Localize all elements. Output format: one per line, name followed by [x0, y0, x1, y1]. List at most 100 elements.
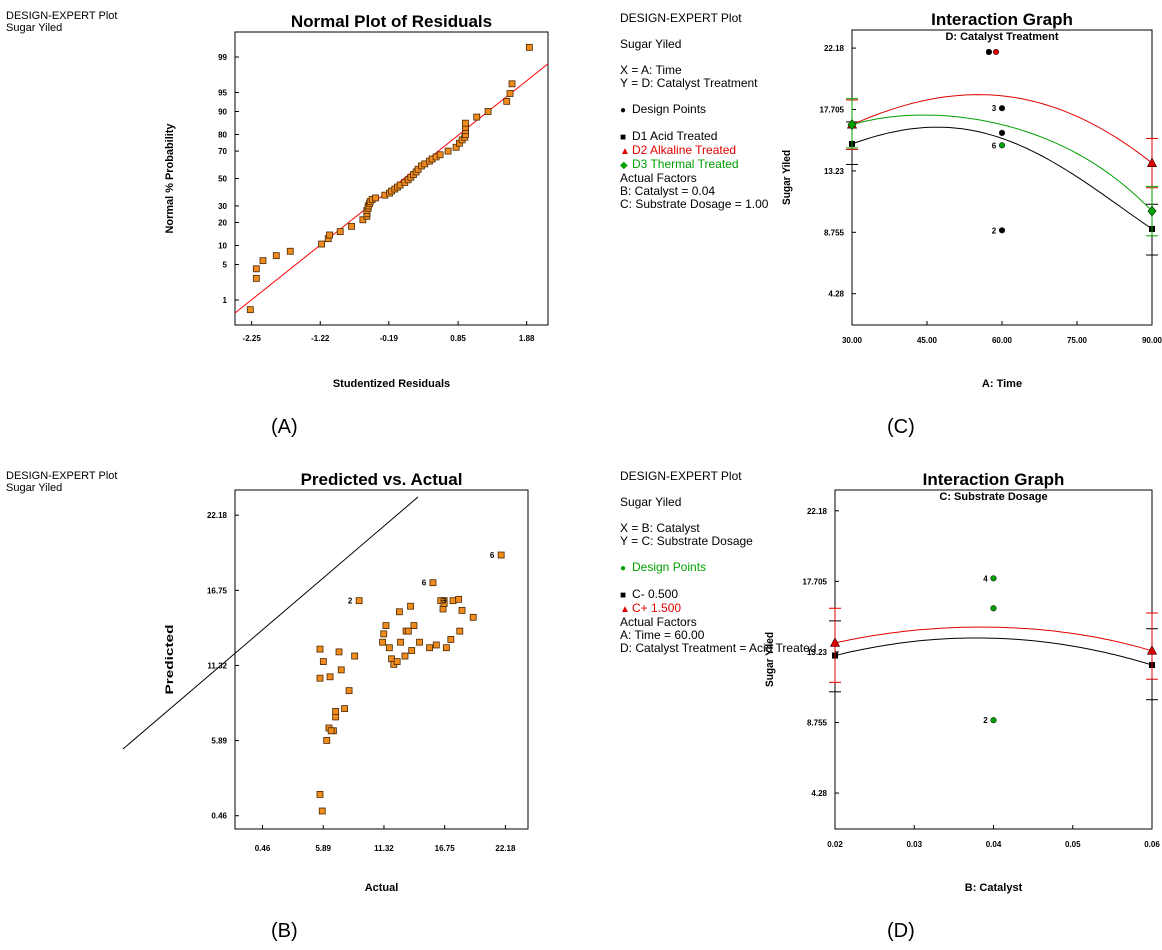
info-line: D: Catalyst Treatment = Acid Treated: [620, 642, 816, 655]
y-tick-label: 22.18: [207, 511, 228, 520]
data-point: [436, 151, 444, 159]
chart-title: Interaction Graph: [931, 10, 1073, 29]
panel-d: DESIGN-EXPERT Plot Sugar Yiled X = B: Ca…: [560, 465, 1162, 950]
y-tick-label: 8.755: [824, 228, 845, 237]
data-point: [416, 638, 423, 646]
x-tick-label: 75.00: [1067, 336, 1088, 345]
x-tick-label: 11.32: [374, 844, 394, 853]
info-line: C: Substrate Dosage = 1.00: [620, 198, 768, 211]
design-point-label: 6: [992, 141, 997, 150]
normal-plot-chart: Normal Plot of Residuals Studentized Resi…: [164, 12, 549, 390]
chart-subtitle: D: Catalyst Treatment: [945, 31, 1058, 43]
data-point: [385, 644, 393, 652]
data-point: [259, 257, 267, 265]
design-point-label: 2: [983, 716, 988, 725]
info-line: Sugar Yiled: [620, 496, 816, 509]
legend-marker-icon: ▲: [620, 146, 630, 157]
info-text: Actual Factors: [620, 615, 697, 629]
y-tick-label: 13.23: [824, 167, 845, 176]
design-point: [990, 575, 997, 582]
chart-subtitle: C: Substrate Dosage: [939, 491, 1047, 503]
data-point: [444, 147, 452, 155]
data-point: [323, 737, 331, 744]
design-point-label: 3: [992, 104, 997, 113]
y-tick-label: 5.89: [211, 737, 227, 746]
x-axis-label: B: Catalyst: [965, 882, 1023, 894]
data-point: [473, 113, 481, 121]
x-tick-label: 22.18: [495, 844, 516, 853]
data-point: [458, 606, 466, 614]
data-point: [319, 658, 327, 665]
x-tick-label: 60.00: [992, 336, 1013, 345]
info-text: Sugar Yiled: [620, 495, 682, 509]
x-tick-label: 0.02: [827, 840, 843, 849]
y-axis-label: Sugar Yiled: [764, 632, 776, 687]
info-text: A: Time = 60.00: [620, 628, 705, 642]
series-line: [834, 626, 1153, 652]
data-point: [432, 641, 440, 649]
data-point: [327, 727, 335, 735]
y-tick-label: 11.32: [207, 661, 227, 670]
data-point: [336, 228, 344, 235]
data-point: [316, 645, 324, 653]
plot-frame: [851, 29, 1153, 326]
panel-caption: (B): [271, 920, 298, 942]
panel-b: DESIGN-EXPERT Plot Sugar Yiled Predicted…: [0, 465, 560, 950]
info-text: Design Points: [632, 560, 707, 574]
info-text: Sugar Yiled: [620, 37, 682, 51]
panel-c-info: DESIGN-EXPERT Plot Sugar Yiled X = A: Ti…: [620, 12, 768, 211]
info-line: A: Time = 60.00: [620, 629, 816, 642]
point-count-label: 6: [490, 551, 495, 560]
info-text: D3 Thermal Treated: [632, 157, 739, 171]
design-point: [998, 129, 1006, 137]
data-point: [341, 705, 348, 713]
data-point: [335, 648, 343, 656]
data-point: [318, 240, 325, 248]
y-tick-label: 10: [218, 241, 227, 250]
series-line: [834, 637, 1153, 666]
y-tick-label: 1: [223, 296, 228, 305]
series-line: [851, 114, 1153, 212]
y-tick-label: 70: [218, 147, 227, 156]
data-point: [469, 613, 477, 621]
data-point: [318, 807, 326, 815]
legend-marker-icon: ▲: [620, 604, 630, 615]
legend-marker-icon: ◆: [620, 160, 628, 171]
data-point: [332, 713, 340, 721]
info-line: Y = C: Substrate Dosage: [620, 535, 816, 548]
info-line: Y = D: Catalyst Treatment: [620, 77, 768, 90]
series-marker: [1146, 645, 1158, 655]
x-tick-label: 0.04: [986, 840, 1002, 849]
data-point: [355, 597, 363, 605]
design-point: [985, 48, 993, 56]
info-line: B: Catalyst = 0.04: [620, 185, 768, 198]
x-tick-label: 0.46: [255, 844, 271, 853]
point-count-label: 3: [442, 597, 447, 606]
data-point: [326, 231, 333, 239]
chart-title: Predicted vs. Actual: [301, 470, 463, 489]
panel-d-info: DESIGN-EXPERT Plot Sugar Yiled X = B: Ca…: [620, 470, 816, 655]
info-line: Sugar Yiled: [6, 22, 63, 34]
chart-title: Normal Plot of Residuals: [291, 12, 492, 31]
x-tick-label: 0.05: [1065, 840, 1081, 849]
info-text: X = A: Time: [620, 63, 682, 77]
x-tick-label: 30.00: [842, 336, 863, 345]
data-point: [462, 119, 469, 127]
x-tick-label: 0.85: [450, 334, 466, 343]
predicted-vs-actual-chart: Predicted vs. Actual Actual Predicted 0.46 5…: [122, 470, 529, 894]
data-point: [337, 666, 345, 674]
point-count-label: 2: [348, 597, 353, 606]
data-point: [508, 80, 516, 88]
y-tick-label: 16.75: [207, 586, 228, 595]
data-point: [410, 622, 418, 630]
y-axis-label: Predicted: [164, 625, 176, 695]
y-tick-label: 4.28: [828, 290, 844, 299]
y-tick-label: 8.755: [807, 718, 828, 727]
x-tick-label: 5.89: [315, 844, 331, 853]
y-tick-label: 30: [218, 202, 227, 211]
data-point: [407, 602, 414, 610]
info-line: DESIGN-EXPERT Plot: [6, 10, 118, 22]
design-point: [998, 105, 1006, 112]
data-point: [497, 551, 505, 559]
y-tick-label: 20: [218, 219, 227, 228]
